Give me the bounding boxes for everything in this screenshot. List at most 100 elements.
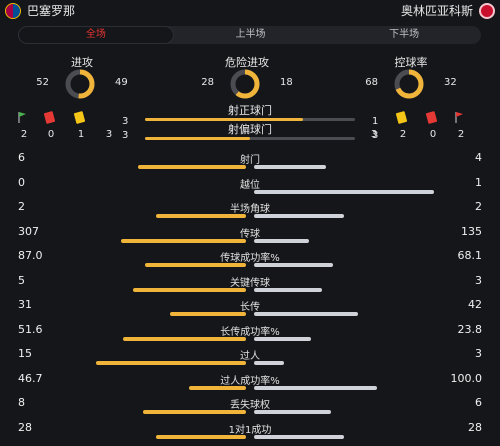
stat-home-bar [156,434,246,439]
home-red-cards: 0 [47,129,55,140]
stat-label: 越位 [240,179,260,191]
stat-home-bar-track [66,165,246,169]
stat-away-value: 68.1 [457,249,483,262]
stat-away-value: 3 [475,347,482,360]
stat-home-bar [121,238,246,243]
stat-away-bar-track [254,312,434,316]
stat-away-bar-track [254,385,434,390]
home-team[interactable]: 巴塞罗那 [5,2,75,19]
stat-away-bar [254,385,377,390]
home-corners: 2 [20,129,28,140]
stat-away-bar [254,336,311,341]
stat-away-bar-track [254,287,434,292]
home-crest-icon [5,2,21,19]
ring-chart [394,69,424,99]
tab-second-half[interactable]: 下半场 [389,29,420,40]
shots-on-target: 射正球门 [140,103,360,121]
ring-possession: 控球率 68 32 [356,54,466,104]
stat-home-bar-track [66,214,246,218]
tab-first-half[interactable]: 上半场 [235,29,266,40]
ring-away-value: 49 [115,77,128,88]
stat-home-bar-track [66,385,246,390]
stat-home-bar [133,287,246,292]
ring-home-arc [394,69,424,99]
stat-label: 过人 [240,351,260,362]
stat-label: 长传 [240,302,260,313]
stat-label: 半场角球 [230,204,270,215]
stat-label: 关键传球 [230,277,270,289]
stat-home-bar [96,361,246,365]
shot-bar-fill [145,118,303,121]
stat-away-bar [254,214,344,218]
stat-away-bar [254,189,434,194]
ring-home-arc [65,69,95,99]
stat-row: 6 射门 4 [0,151,500,176]
stat-away-bar [254,361,284,365]
home-team-name: 巴塞罗那 [27,4,76,18]
stat-home-bar-track [66,263,246,267]
home-cards: 2 0 1 3 [10,111,130,142]
away-team[interactable]: 奥林匹亚科斯 [401,2,495,19]
stat-away-value: 135 [461,224,482,238]
red-card-icon [425,111,438,124]
stat-home-bar-track [66,287,246,292]
stat-label: 1对1成功 [228,424,272,436]
stat-row: 15 过人 3 [0,347,500,372]
stat-home-value: 5 [18,273,25,287]
red-card-icon [43,111,56,124]
tab-full-match[interactable]: 全场 [18,26,174,44]
stat-row: 5 关键传球 3 [0,274,500,299]
home-substitutions: 3 [105,129,113,140]
stat-home-value: 46.7 [18,371,43,385]
shot-label: 射偏球门 [228,123,272,136]
stat-home-bar [138,165,246,169]
away-team-name: 奥林匹亚科斯 [400,4,473,18]
shot-bar-track [145,137,355,140]
stat-home-bar [156,214,246,218]
stat-label: 长传成功率% [220,326,280,338]
stat-home-value: 51.6 [18,322,43,336]
stat-home-value: 2 [18,200,25,213]
stat-away-value: 3 [475,273,482,287]
stat-home-value: 28 [18,420,32,434]
match-header: 巴塞罗那 奥林匹亚科斯 [0,0,500,20]
shot-bar-fill [145,137,250,140]
stat-away-bar-track [254,238,434,243]
stat-row: 8 丢失球权 6 [0,396,500,421]
stat-home-value: 31 [18,298,32,311]
home-yellow-cards: 1 [77,129,85,140]
stat-row: 307 传球 135 [0,225,500,250]
stat-away-bar [254,410,331,414]
stat-away-bar [254,434,344,439]
stat-away-bar [254,287,322,292]
stat-away-bar-track [254,434,434,439]
stat-away-value: 4 [475,151,482,164]
stat-away-bar-track [254,263,434,267]
stat-away-bar-track [254,336,434,341]
stat-away-bar [254,165,326,169]
stat-row: 51.6 长传成功率% 23.8 [0,323,500,348]
stat-home-value: 307 [18,224,39,238]
ring-title: 危险进攻 [225,56,269,69]
stat-away-bar-track [254,165,434,169]
stat-home-value: 87.0 [18,249,43,262]
stat-home-bar [123,336,246,341]
stat-row: 87.0 传球成功率% 68.1 [0,249,500,274]
away-substitutions: 2 [457,129,465,140]
stat-away-bar-track [254,189,434,194]
away-shots-off-target: 3 [372,130,379,141]
ring-chart [230,69,260,99]
shot-label: 射正球门 [228,104,272,117]
corner-flag-icon [455,112,463,123]
ring-chart [65,69,95,99]
period-tabs: 全场 上半场 下半场 [18,26,481,44]
ring-dangerous-attacks: 危险进攻 28 18 [192,54,302,104]
stat-home-bar-track [66,238,246,243]
stat-away-value: 42 [468,298,482,311]
stat-row: 28 1对1成功 28 [0,421,500,446]
away-cards: 3 2 0 2 [365,111,485,142]
away-red-cards: 2 [399,129,407,140]
stat-away-bar [254,238,309,243]
stat-away-bar-track [254,361,434,365]
stat-row: 0 越位 1 [0,176,500,201]
